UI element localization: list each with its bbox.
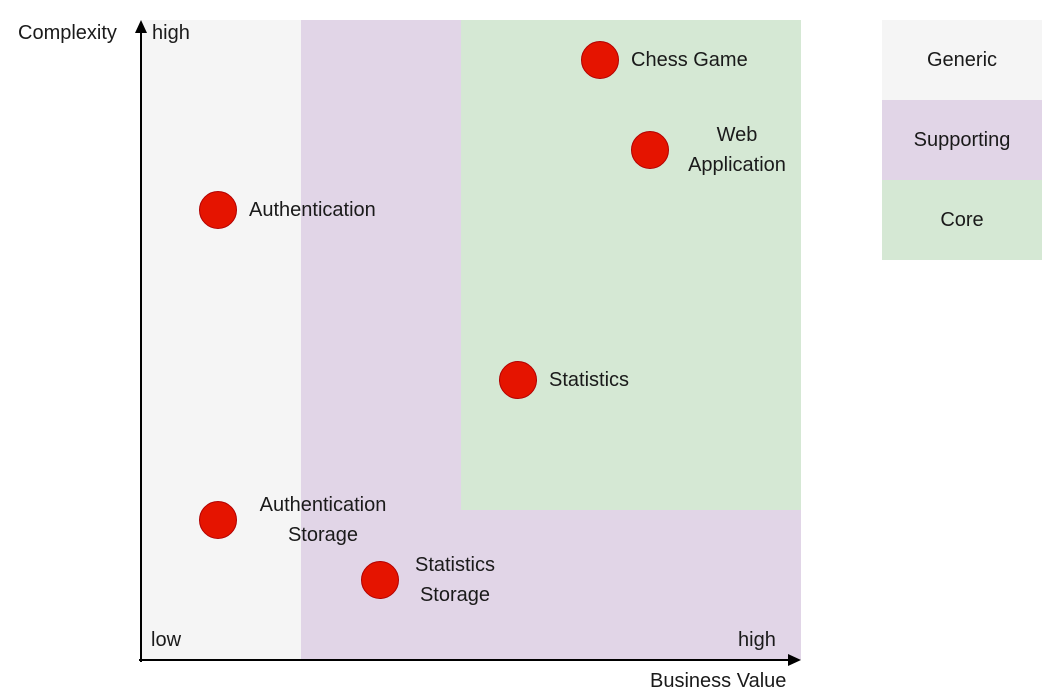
legend-core: Core: [882, 180, 1042, 260]
legend-core-label: Core: [940, 208, 984, 231]
x-axis-high-label: high: [738, 629, 776, 651]
y-axis-arrowhead: [135, 20, 147, 33]
label-chess-game: Chess Game: [631, 49, 748, 71]
point-chess-game: [581, 41, 619, 79]
point-authentication: [199, 191, 237, 229]
legend-generic: Generic: [882, 20, 1042, 100]
label-web-application: Web Application: [672, 120, 802, 180]
label-statistics-storage-line2: Storage: [419, 584, 491, 606]
x-axis-title: Business Value: [650, 670, 787, 692]
label-authentication-storage: Authentication Storage: [236, 490, 410, 550]
point-statistics-storage: [361, 561, 399, 599]
point-web-application: [631, 131, 669, 169]
legend-generic-label: Generic: [926, 48, 998, 71]
x-axis-arrowhead: [788, 654, 801, 666]
core-zone: [461, 20, 801, 510]
label-statistics-storage-line1: Statistics: [414, 554, 496, 576]
y-axis-high-label: high: [152, 22, 190, 44]
point-statistics: [499, 361, 537, 399]
label-authentication: Authentication: [249, 199, 376, 221]
legend-supporting-label: Supporting: [913, 128, 1011, 151]
label-web-application-line2: Application: [688, 154, 786, 176]
label-statistics-storage: Statistics Storage: [395, 550, 515, 610]
label-authentication-storage-line1: Authentication: [259, 494, 387, 516]
x-axis-low-label: low: [151, 629, 182, 651]
generic-zone: [141, 20, 301, 660]
legend-supporting: Supporting: [882, 100, 1042, 180]
label-authentication-storage-line2: Storage: [287, 524, 359, 546]
y-axis-title: Complexity: [18, 22, 117, 44]
label-web-application-line1: Web: [716, 124, 758, 146]
point-authentication-storage: [199, 501, 237, 539]
label-statistics: Statistics: [549, 369, 630, 391]
